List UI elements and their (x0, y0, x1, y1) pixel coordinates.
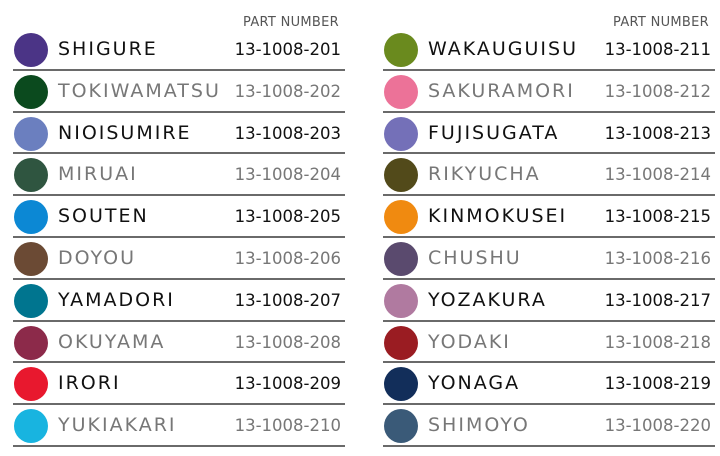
part-number: 13-1008-203 (234, 123, 341, 143)
color-row: SHIGURE 13-1008-201 (13, 29, 345, 71)
color-swatch (14, 367, 48, 402)
color-name: NIOISUMIRE (58, 121, 192, 144)
part-number: 13-1008-206 (234, 249, 341, 268)
color-swatch (14, 409, 48, 444)
part-number: 13-1008-212 (604, 81, 711, 101)
part-number: 13-1008-207 (234, 290, 341, 310)
part-number: 13-1008-210 (234, 416, 341, 436)
color-swatch (384, 158, 418, 193)
color-name: YONAGA (428, 372, 521, 395)
part-number: 13-1008-220 (604, 416, 711, 436)
part-number: 13-1008-214 (604, 165, 711, 185)
color-name: CHUSHU (428, 247, 522, 269)
part-number-header: PART NUMBER (243, 15, 339, 30)
color-row: SOUTEN 13-1008-205 (13, 196, 345, 238)
color-name: MIRUAI (58, 163, 138, 186)
color-row: YODAKI 13-1008-218 (383, 322, 715, 364)
part-number: 13-1008-216 (604, 249, 711, 268)
color-name: YUKIAKARI (58, 414, 177, 437)
color-row: YUKIAKARI 13-1008-210 (13, 405, 345, 447)
color-swatch (384, 200, 418, 235)
part-number: 13-1008-205 (234, 207, 341, 227)
color-swatch (14, 242, 48, 276)
color-name: RIKYUCHA (428, 163, 541, 186)
color-row: YAMADORI 13-1008-207 (13, 280, 345, 322)
color-swatch (14, 200, 48, 235)
color-row: DOYOU 13-1008-206 (13, 238, 345, 280)
color-name: KINMOKUSEI (428, 205, 568, 228)
color-row: SAKURAMORI 13-1008-212 (383, 71, 715, 113)
color-name: IRORI (58, 372, 121, 395)
color-swatch (14, 116, 48, 151)
part-number: 13-1008-202 (234, 81, 341, 101)
color-row: KINMOKUSEI 13-1008-215 (383, 196, 715, 238)
color-swatch (384, 242, 418, 276)
color-swatch (14, 283, 48, 318)
part-number-header: PART NUMBER (613, 15, 709, 30)
color-row: NIOISUMIRE 13-1008-203 (13, 113, 345, 155)
color-name: WAKAUGUISU (428, 38, 578, 60)
color-swatch (384, 409, 418, 444)
color-swatch (384, 367, 418, 402)
color-row: OKUYAMA 13-1008-208 (13, 322, 345, 364)
color-swatch (384, 283, 418, 318)
color-row: MIRUAI 13-1008-204 (13, 154, 345, 197)
color-name: YOZAKURA (428, 288, 547, 311)
color-row: TOKIWAMATSU 13-1008-202 (13, 71, 345, 113)
color-name: DOYOU (58, 247, 136, 269)
color-swatch (14, 325, 48, 360)
color-swatch (384, 116, 418, 151)
color-name: SOUTEN (58, 205, 149, 228)
part-number: 13-1008-204 (234, 165, 341, 185)
part-number: 13-1008-213 (604, 123, 711, 143)
part-number: 13-1008-209 (234, 374, 341, 394)
color-row: WAKAUGUISU 13-1008-211 (383, 29, 715, 71)
color-row: YOZAKURA 13-1008-217 (383, 280, 715, 322)
color-name: FUJISUGATA (428, 121, 560, 144)
color-name: SAKURAMORI (428, 79, 575, 102)
color-row: FUJISUGATA 13-1008-213 (383, 113, 715, 155)
color-swatch (14, 158, 48, 193)
color-name: SHIMOYO (428, 414, 530, 437)
part-number: 13-1008-218 (604, 332, 711, 352)
color-swatch (384, 33, 418, 67)
part-number: 13-1008-217 (604, 290, 711, 310)
color-row: CHUSHU 13-1008-216 (383, 238, 715, 280)
color-name: YODAKI (428, 330, 511, 353)
part-number: 13-1008-208 (234, 332, 341, 352)
part-number: 13-1008-215 (604, 207, 711, 227)
color-swatch (14, 74, 48, 109)
color-swatch (384, 74, 418, 109)
color-row: IRORI 13-1008-209 (13, 363, 345, 406)
color-name: TOKIWAMATSU (58, 79, 221, 102)
color-swatch (14, 33, 48, 67)
part-number: 13-1008-219 (604, 374, 711, 394)
color-row: YONAGA 13-1008-219 (383, 363, 715, 406)
color-row: RIKYUCHA 13-1008-214 (383, 154, 715, 197)
color-name: OKUYAMA (58, 330, 166, 353)
part-number: 13-1008-211 (604, 40, 711, 59)
color-name: YAMADORI (58, 288, 175, 311)
part-number: 13-1008-201 (234, 40, 341, 59)
color-row: SHIMOYO 13-1008-220 (383, 405, 715, 447)
color-name: SHIGURE (58, 38, 158, 60)
color-swatch (384, 325, 418, 360)
